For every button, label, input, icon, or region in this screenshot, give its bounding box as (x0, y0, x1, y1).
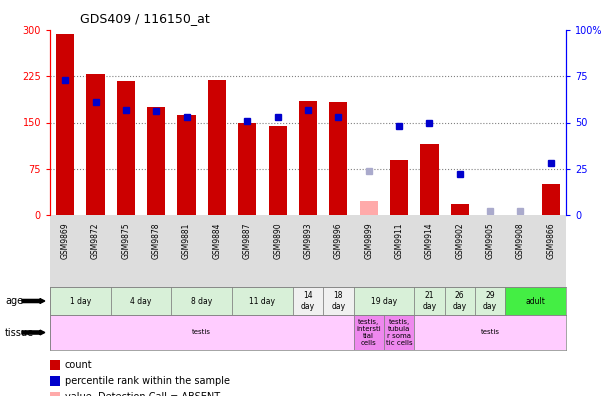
Text: percentile rank within the sample: percentile rank within the sample (65, 376, 230, 386)
Bar (147, 107, 165, 215)
Bar (293, 287, 323, 315)
Bar (420, 144, 439, 215)
Text: GSM9875: GSM9875 (121, 222, 130, 259)
Text: count: count (65, 360, 93, 370)
Text: 11 day: 11 day (249, 297, 275, 305)
Text: GSM9869: GSM9869 (61, 222, 70, 259)
Bar (505, 287, 566, 315)
Text: tissue: tissue (5, 327, 34, 337)
Text: GSM9911: GSM9911 (395, 222, 403, 259)
Bar (208, 80, 226, 215)
Bar (475, 287, 505, 315)
Bar (323, 287, 353, 315)
Bar (117, 80, 135, 215)
Bar (177, 115, 196, 215)
Text: 26
day: 26 day (453, 291, 467, 311)
Bar (50, 287, 111, 315)
Bar (232, 287, 293, 315)
Bar (445, 287, 475, 315)
Bar (414, 287, 445, 315)
Text: GSM9884: GSM9884 (212, 222, 221, 259)
Text: value, Detection Call = ABSENT: value, Detection Call = ABSENT (65, 392, 220, 396)
Text: GSM9896: GSM9896 (334, 222, 343, 259)
Text: 29
day: 29 day (483, 291, 497, 311)
Text: GSM9905: GSM9905 (486, 222, 495, 259)
Bar (359, 202, 378, 215)
Bar (171, 287, 232, 315)
Bar (50, 315, 353, 350)
Text: 18
day: 18 day (331, 291, 346, 311)
Bar (299, 101, 317, 215)
Text: GSM9914: GSM9914 (425, 222, 434, 259)
Text: GSM9899: GSM9899 (364, 222, 373, 259)
Bar (390, 160, 408, 215)
Text: 1 day: 1 day (70, 297, 91, 305)
Text: testis: testis (192, 329, 212, 335)
Text: age: age (5, 296, 23, 306)
Bar (87, 74, 105, 215)
Text: 19 day: 19 day (371, 297, 397, 305)
Text: 4 day: 4 day (130, 297, 151, 305)
Text: GSM9902: GSM9902 (456, 222, 464, 259)
Text: adult: adult (526, 297, 546, 305)
Text: GSM9887: GSM9887 (243, 222, 252, 259)
Bar (111, 287, 171, 315)
Bar (353, 287, 414, 315)
Bar (353, 315, 384, 350)
Text: GSM9890: GSM9890 (273, 222, 282, 259)
Bar (414, 315, 566, 350)
Bar (56, 34, 75, 215)
Text: testis: testis (481, 329, 499, 335)
Text: GSM9872: GSM9872 (91, 222, 100, 259)
Bar (329, 102, 347, 215)
Text: GSM9878: GSM9878 (151, 222, 160, 259)
Bar (384, 315, 414, 350)
Bar (238, 122, 257, 215)
Text: GSM9866: GSM9866 (546, 222, 555, 259)
Text: 14
day: 14 day (301, 291, 315, 311)
Bar (542, 184, 560, 215)
Text: GSM9908: GSM9908 (516, 222, 525, 259)
Text: testis,
intersti
tial
cells: testis, intersti tial cells (356, 319, 381, 346)
Bar (451, 204, 469, 215)
Text: GSM9893: GSM9893 (304, 222, 313, 259)
Text: GDS409 / 116150_at: GDS409 / 116150_at (80, 12, 210, 25)
Text: testis,
tubula
r soma
tic cells: testis, tubula r soma tic cells (386, 319, 412, 346)
Text: 8 day: 8 day (191, 297, 212, 305)
Text: GSM9881: GSM9881 (182, 222, 191, 259)
Text: 21
day: 21 day (423, 291, 436, 311)
Bar (269, 126, 287, 215)
